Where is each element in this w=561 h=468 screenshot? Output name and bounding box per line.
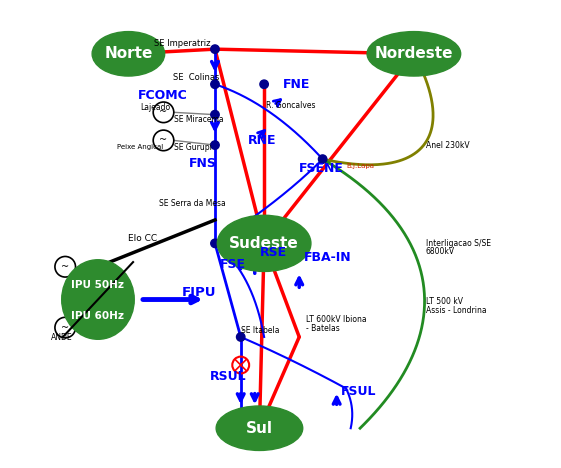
- Text: Sul: Sul: [246, 421, 273, 436]
- Text: FSENE: FSENE: [299, 162, 344, 175]
- Text: SE Serra da Mesa: SE Serra da Mesa: [159, 199, 226, 208]
- Text: - Batelas: - Batelas: [306, 324, 340, 333]
- Text: SE Itabela: SE Itabela: [241, 326, 279, 336]
- Text: FBA-IN: FBA-IN: [304, 251, 352, 264]
- Text: ~: ~: [159, 107, 168, 117]
- Text: FSE: FSE: [220, 258, 246, 271]
- Text: IPU 50Hz: IPU 50Hz: [71, 280, 125, 291]
- Circle shape: [319, 155, 327, 163]
- Circle shape: [237, 333, 245, 341]
- Text: FIPU: FIPU: [182, 286, 217, 299]
- Text: Elo CC: Elo CC: [128, 234, 158, 243]
- Ellipse shape: [92, 31, 165, 76]
- Ellipse shape: [62, 260, 134, 339]
- Text: SE Miracema: SE Miracema: [174, 115, 223, 124]
- Text: Lajeado: Lajeado: [140, 103, 170, 112]
- Text: FSUL: FSUL: [341, 385, 377, 398]
- Text: Anel 230kV: Anel 230kV: [426, 140, 469, 150]
- Ellipse shape: [216, 406, 303, 450]
- Ellipse shape: [367, 31, 461, 76]
- Text: Norte: Norte: [104, 46, 153, 61]
- Text: Nordeste: Nordeste: [375, 46, 453, 61]
- Text: SE  Colinas: SE Colinas: [173, 73, 219, 82]
- Circle shape: [260, 80, 268, 88]
- Text: ANDE: ANDE: [51, 333, 73, 343]
- Text: FNS: FNS: [189, 157, 217, 170]
- Text: Interligacao S/SE: Interligacao S/SE: [426, 239, 490, 248]
- Text: FCOMC: FCOMC: [138, 89, 187, 102]
- Text: 6800kV: 6800kV: [426, 247, 455, 256]
- Text: FNE: FNE: [283, 78, 310, 91]
- Text: ~: ~: [61, 262, 69, 272]
- Text: RSUL: RSUL: [210, 370, 247, 383]
- Circle shape: [211, 141, 219, 149]
- Text: Peixe Angical: Peixe Angical: [117, 145, 163, 150]
- Text: B.J.Lapa: B.J.Lapa: [346, 163, 374, 169]
- Text: IPU 60Hz: IPU 60Hz: [71, 311, 125, 321]
- Circle shape: [211, 110, 219, 119]
- Text: LT 600kV Ibiona: LT 600kV Ibiona: [306, 314, 367, 324]
- Text: ~: ~: [61, 322, 69, 333]
- Circle shape: [211, 239, 219, 248]
- Text: Assis - Londrina: Assis - Londrina: [426, 306, 486, 315]
- Text: ~: ~: [159, 135, 168, 146]
- Text: RNE: RNE: [248, 134, 276, 147]
- Circle shape: [211, 80, 219, 88]
- Text: .: .: [241, 321, 245, 334]
- Text: LT 500 kV: LT 500 kV: [426, 297, 463, 307]
- Text: SE Imperatriz: SE Imperatriz: [154, 39, 210, 48]
- Text: SE Gurupi: SE Gurupi: [174, 143, 211, 152]
- Text: Sudeste: Sudeste: [229, 236, 299, 251]
- Text: RSE: RSE: [259, 246, 287, 259]
- Ellipse shape: [217, 215, 311, 271]
- Text: R. Goncalves: R. Goncalves: [266, 101, 316, 110]
- Circle shape: [211, 45, 219, 53]
